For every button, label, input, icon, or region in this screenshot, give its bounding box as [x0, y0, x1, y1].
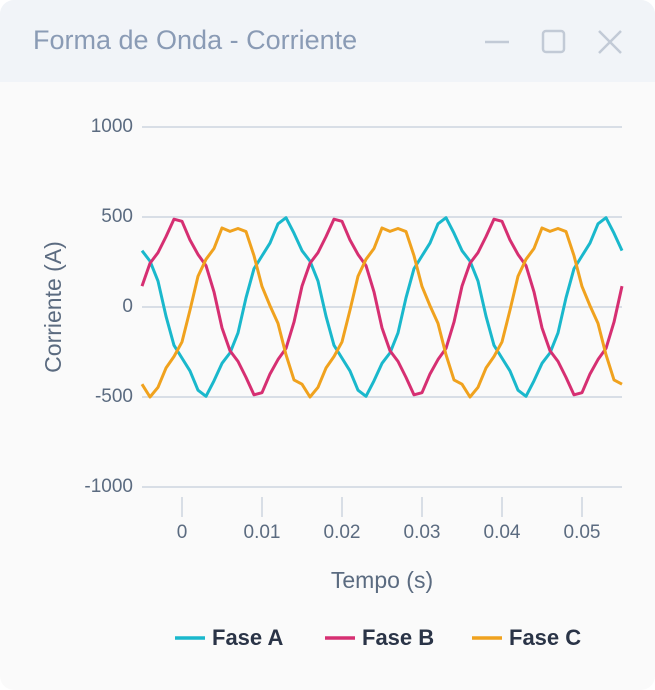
x-tick-label: 0.05: [564, 522, 601, 543]
x-tick-label: 0.01: [244, 522, 281, 543]
legend-label: Fase A: [212, 625, 283, 650]
series-line: [140, 216, 624, 398]
y-tick-label: -500: [95, 386, 133, 407]
maximize-button[interactable]: [541, 29, 566, 54]
window-title: Forma de Onda - Corriente: [33, 25, 357, 55]
y-tick-label: 500: [101, 206, 133, 227]
series-line: [140, 226, 623, 399]
y-tick-label: -1000: [84, 476, 133, 497]
x-axis-label: Tempo (s): [331, 567, 433, 593]
series-line: [140, 217, 624, 397]
x-tick-label: 0.03: [404, 522, 441, 543]
close-button[interactable]: [598, 30, 622, 54]
legend-label: Fase B: [362, 625, 434, 650]
x-tick-label: 0: [177, 522, 188, 543]
x-tick-label: 0.04: [484, 522, 521, 543]
x-tick-label: 0.02: [324, 522, 361, 543]
y-tick-label: 1000: [91, 116, 133, 137]
y-axis-label: Corriente (A): [40, 241, 66, 373]
y-tick-label: 0: [122, 296, 133, 317]
title-bar: [0, 0, 655, 82]
legend-label: Fase C: [509, 625, 581, 650]
